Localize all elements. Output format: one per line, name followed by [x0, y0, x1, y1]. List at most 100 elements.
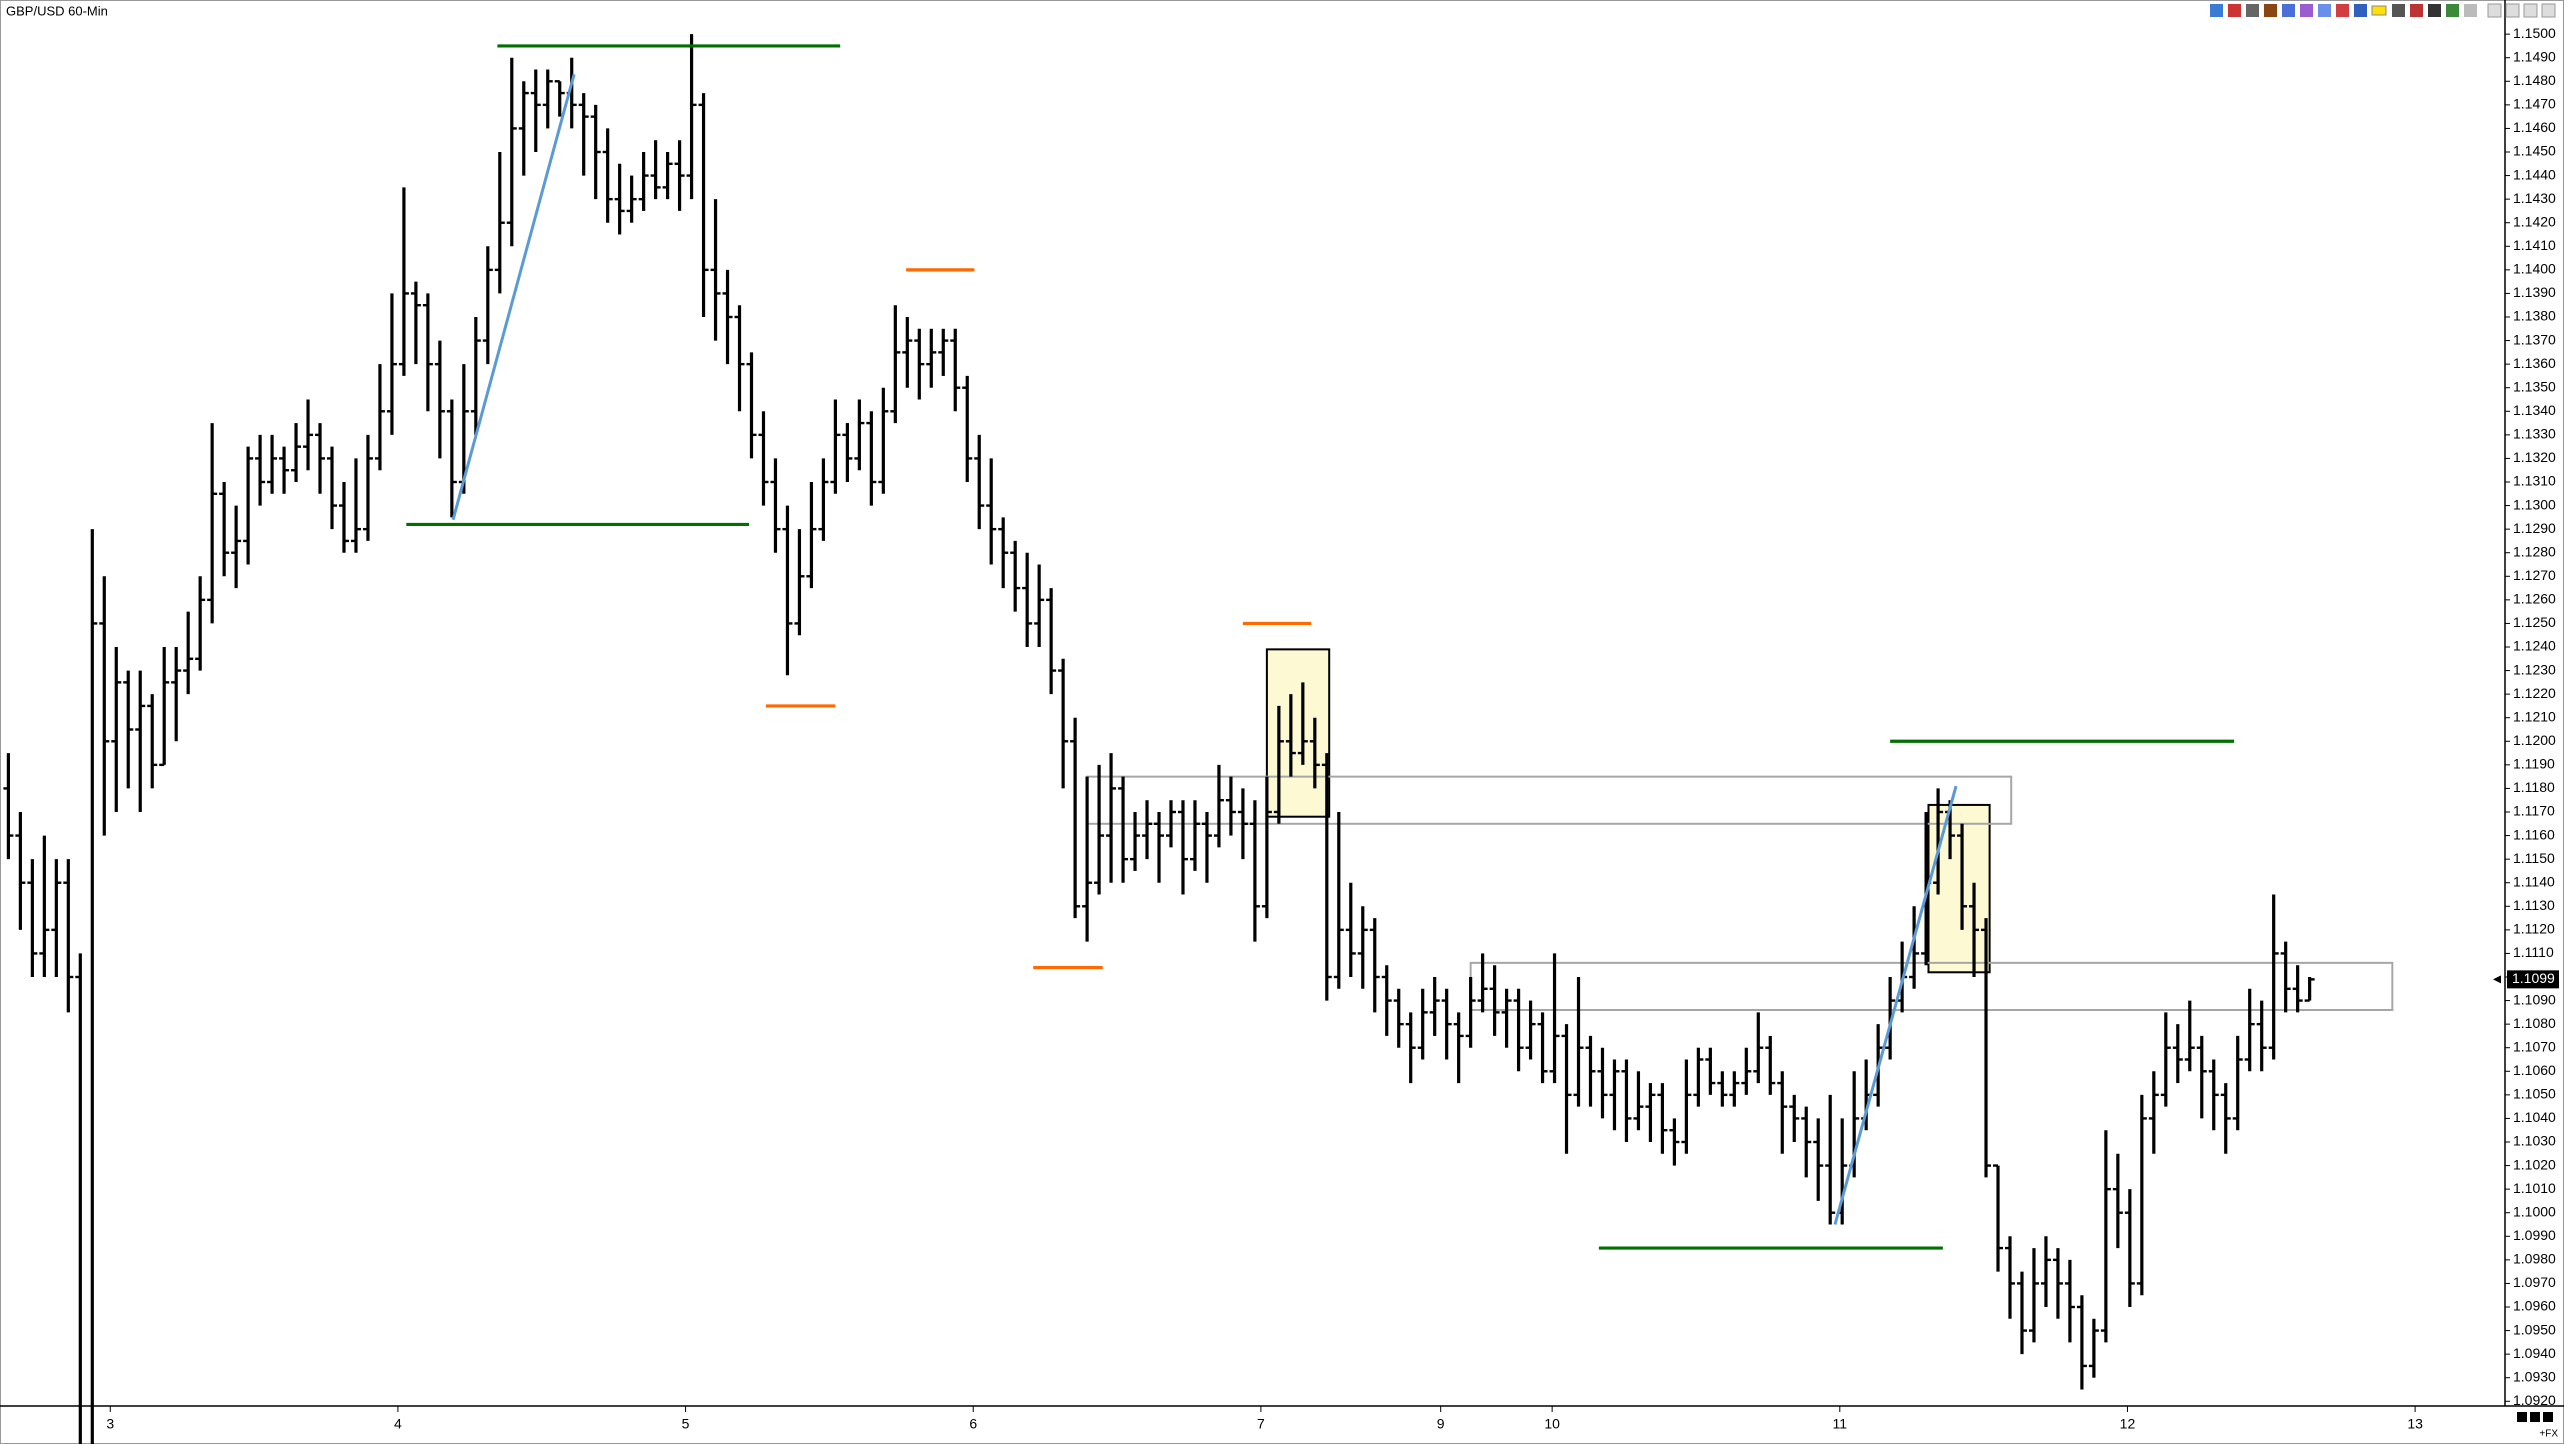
toolbar-icon[interactable] [2282, 4, 2295, 17]
y-tick-label: 1.1060 [2513, 1062, 2556, 1078]
y-tick-label: 1.0980 [2513, 1251, 2556, 1267]
y-tick-label: 1.1010 [2513, 1180, 2556, 1196]
y-tick-label: 1.1400 [2513, 261, 2556, 277]
y-tick-label: 1.1330 [2513, 426, 2556, 442]
toolbar-icon[interactable] [2300, 4, 2313, 17]
y-tick-label: 1.0950 [2513, 1321, 2556, 1337]
y-tick-label: 1.1200 [2513, 732, 2556, 748]
y-tick-label: 1.1130 [2513, 897, 2555, 913]
y-tick-label: 1.1070 [2513, 1038, 2556, 1054]
y-tick-label: 1.1430 [2513, 190, 2556, 206]
y-tick-label: 1.1030 [2513, 1133, 2556, 1149]
y-tick-label: 1.0920 [2513, 1392, 2556, 1408]
corner-button[interactable] [2543, 1412, 2553, 1422]
y-tick-label: 1.1180 [2513, 779, 2555, 795]
y-tick-label: 1.1120 [2513, 921, 2555, 937]
y-tick-label: 1.1140 [2513, 873, 2555, 889]
x-tick-label: 11 [1833, 1416, 1848, 1432]
x-tick-label: 6 [969, 1416, 977, 1432]
y-tick-label: 1.1230 [2513, 661, 2556, 677]
last-price-tag [2507, 970, 2559, 989]
y-tick-label: 1.1160 [2513, 826, 2555, 842]
y-tick-label: 1.1000 [2513, 1203, 2556, 1219]
y-tick-label: 1.0940 [2513, 1345, 2556, 1361]
y-tick-label: 1.1360 [2513, 355, 2556, 371]
y-tick-label: 1.1190 [2513, 756, 2555, 772]
zone [1265, 648, 1331, 818]
trend-line [451, 73, 576, 521]
y-tick-label: 1.1390 [2513, 284, 2556, 300]
y-tick-label: 1.1370 [2513, 331, 2556, 347]
x-tick-label: 7 [1257, 1416, 1265, 1432]
last-price-label: 1.1099 [2512, 970, 2555, 986]
toolbar-icon[interactable] [2446, 4, 2459, 17]
x-tick-label: 12 [2120, 1416, 2136, 1432]
window-button[interactable] [2487, 3, 2502, 18]
y-tick-label: 1.1320 [2513, 449, 2556, 465]
window-button[interactable] [2523, 3, 2538, 18]
footer-label: +FX [2539, 1429, 2558, 1440]
y-tick-label: 1.1380 [2513, 308, 2556, 324]
y-tick-label: 1.1260 [2513, 591, 2556, 607]
x-tick-label: 4 [394, 1416, 402, 1432]
trend-line [1833, 785, 1958, 1225]
y-tick-label: 1.1210 [2513, 708, 2556, 724]
x-tick-label: 5 [682, 1416, 690, 1432]
y-tick-label: 1.0970 [2513, 1274, 2556, 1290]
toolbar-icon[interactable] [2464, 4, 2477, 17]
y-tick-label: 1.1470 [2513, 96, 2556, 112]
toolbar-icon[interactable] [2410, 4, 2423, 17]
y-tick-label: 1.0930 [2513, 1368, 2556, 1384]
corner-button[interactable] [2517, 1412, 2527, 1422]
y-tick-label: 1.1280 [2513, 543, 2556, 559]
y-tick-label: 1.0990 [2513, 1227, 2556, 1243]
x-tick-label: 10 [1544, 1416, 1560, 1432]
y-tick-label: 1.1440 [2513, 166, 2556, 182]
x-tick-label: 13 [2407, 1416, 2423, 1432]
y-tick-label: 1.1410 [2513, 237, 2556, 253]
y-tick-label: 1.1270 [2513, 567, 2556, 583]
y-tick-label: 1.1340 [2513, 402, 2556, 418]
marks-layer [3, 34, 2394, 1444]
toolbar-icon[interactable] [2428, 4, 2441, 17]
y-tick-label: 1.1300 [2513, 496, 2556, 512]
y-tick-label: 1.1240 [2513, 638, 2556, 654]
toolbar-icon[interactable] [2318, 4, 2331, 17]
y-tick-label: 1.1220 [2513, 685, 2556, 701]
toolbar-icon[interactable] [2354, 4, 2367, 17]
y-tick-label: 1.1420 [2513, 213, 2556, 229]
y-tick-label: 1.1080 [2513, 1015, 2556, 1031]
toolbar-icon[interactable] [2264, 4, 2277, 17]
toolbar-icon[interactable] [2210, 4, 2223, 17]
toolbar-icon[interactable] [2371, 5, 2387, 16]
toolbar-icon[interactable] [2336, 4, 2349, 17]
window-button[interactable] [2505, 3, 2520, 18]
last-price-arrow [2493, 975, 2501, 984]
y-tick-label: 1.1090 [2513, 991, 2556, 1007]
toolbar-icon[interactable] [2246, 4, 2259, 17]
toolbar [2210, 3, 2556, 18]
y-tick-label: 1.1450 [2513, 143, 2556, 159]
y-tick-label: 1.1050 [2513, 1086, 2556, 1102]
y-tick-label: 1.1490 [2513, 48, 2556, 64]
corner-buttons [2517, 1412, 2553, 1422]
y-tick-label: 1.1480 [2513, 72, 2556, 88]
y-tick-label: 1.0960 [2513, 1298, 2556, 1314]
y-tick-label: 1.1460 [2513, 119, 2556, 135]
y-tick-label: 1.1110 [2513, 944, 2554, 960]
y-tick-label: 1.1040 [2513, 1109, 2556, 1125]
corner-button[interactable] [2530, 1412, 2540, 1422]
y-tick-label: 1.1150 [2513, 850, 2555, 866]
chart-title: GBP/USD 60-Min [6, 3, 108, 18]
y-tick-label: 1.1500 [2513, 25, 2556, 41]
x-tick-label: 9 [1437, 1416, 1445, 1432]
window-button[interactable] [2541, 3, 2556, 18]
x-tick-label: 3 [106, 1416, 114, 1432]
toolbar-icon[interactable] [2392, 4, 2405, 17]
toolbar-icon[interactable] [2228, 4, 2241, 17]
y-tick-label: 1.1350 [2513, 378, 2556, 394]
y-tick-label: 1.1250 [2513, 614, 2556, 630]
